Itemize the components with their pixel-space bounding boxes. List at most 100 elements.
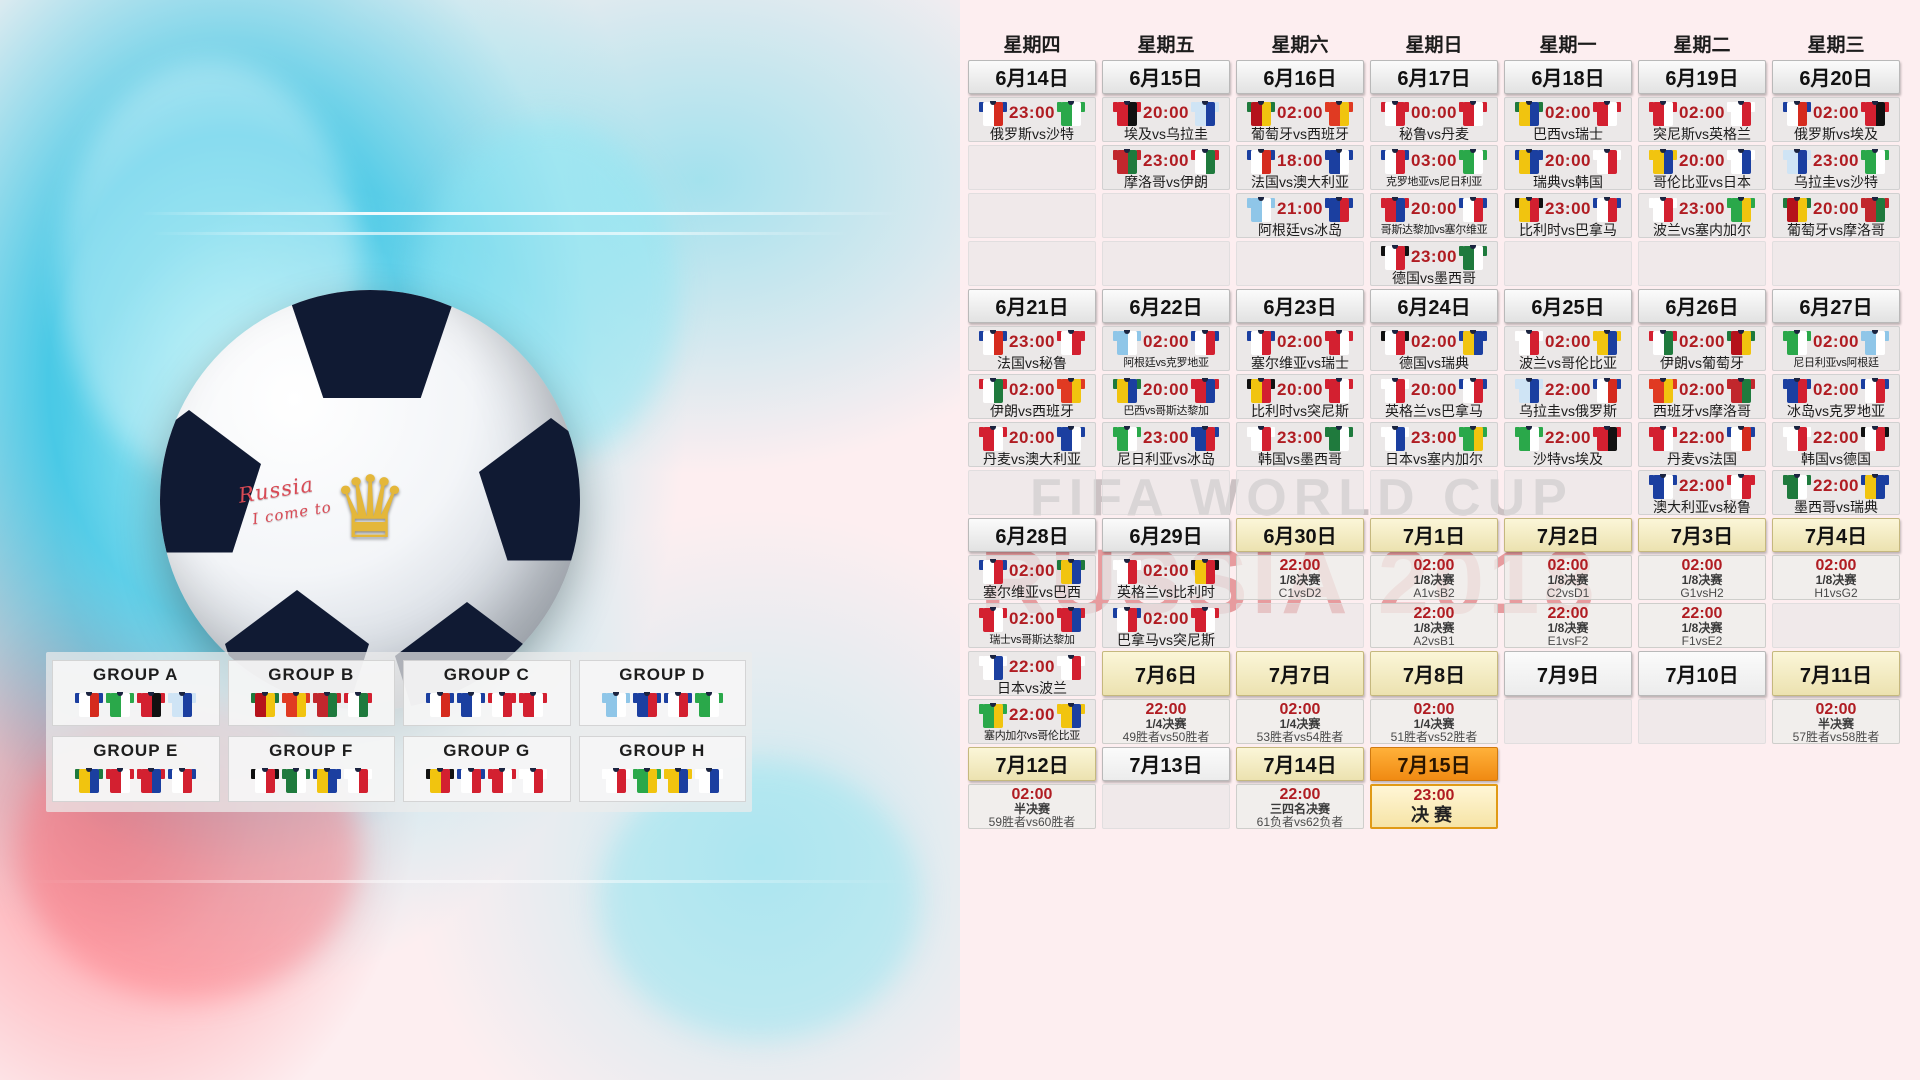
match-cell[interactable]: 18:00 法国vs澳大利亚 bbox=[1236, 145, 1364, 190]
group-box-group-d[interactable]: GROUP D bbox=[578, 660, 746, 726]
date-header[interactable]: 6月19日 bbox=[1638, 60, 1766, 94]
match-cell[interactable]: 23:00 摩洛哥vs伊朗 bbox=[1102, 145, 1230, 190]
date-header[interactable]: 6月22日 bbox=[1102, 289, 1230, 323]
match-cell[interactable]: 02:00 瑞士vs哥斯达黎加 bbox=[968, 603, 1096, 648]
date-header[interactable]: 6月15日 bbox=[1102, 60, 1230, 94]
match-cell[interactable]: 22:00 墨西哥vs瑞典 bbox=[1772, 470, 1900, 515]
date-header[interactable]: 7月15日 bbox=[1370, 747, 1498, 781]
match-cell[interactable]: 20:00 哥斯达黎加vs塞尔维亚 bbox=[1370, 193, 1498, 238]
match-cell[interactable]: 03:00 克罗地亚vs尼日利亚 bbox=[1370, 145, 1498, 190]
match-cell[interactable]: 22:00 日本vs波兰 bbox=[968, 651, 1096, 696]
date-header[interactable]: 6月27日 bbox=[1772, 289, 1900, 323]
date-header[interactable]: 7月9日 bbox=[1504, 651, 1632, 696]
date-header[interactable]: 7月13日 bbox=[1102, 747, 1230, 781]
match-cell[interactable]: 02:00 巴拿马vs突尼斯 bbox=[1102, 603, 1230, 648]
group-box-group-e[interactable]: GROUP E bbox=[52, 736, 220, 802]
date-header[interactable]: 6月30日 bbox=[1236, 518, 1364, 552]
match-cell[interactable]: 22:00 丹麦vs法国 bbox=[1638, 422, 1766, 467]
knockout-match-cell[interactable]: 22:00 1/4决赛 49胜者vs50胜者 bbox=[1102, 699, 1230, 744]
knockout-match-cell[interactable]: 02:00 1/8决赛 A1vsB2 bbox=[1370, 555, 1498, 600]
knockout-match-cell[interactable]: 02:00 1/4决赛 51胜者vs52胜者 bbox=[1370, 699, 1498, 744]
match-cell[interactable]: 02:00 葡萄牙vs西班牙 bbox=[1236, 97, 1364, 142]
date-header[interactable]: 6月20日 bbox=[1772, 60, 1900, 94]
match-cell[interactable]: 02:00 突尼斯vs英格兰 bbox=[1638, 97, 1766, 142]
match-cell[interactable]: 02:00 俄罗斯vs埃及 bbox=[1772, 97, 1900, 142]
date-header[interactable]: 6月24日 bbox=[1370, 289, 1498, 323]
match-cell[interactable]: 02:00 伊朗vs葡萄牙 bbox=[1638, 326, 1766, 371]
group-box-group-h[interactable]: GROUP H bbox=[578, 736, 746, 802]
match-cell[interactable]: 23:00 乌拉圭vs沙特 bbox=[1772, 145, 1900, 190]
knockout-match-cell[interactable]: 22:00 三四名决赛 61负者vs62负者 bbox=[1236, 784, 1364, 829]
date-header[interactable]: 6月25日 bbox=[1504, 289, 1632, 323]
match-cell[interactable]: 02:00 英格兰vs比利时 bbox=[1102, 555, 1230, 600]
match-cell[interactable]: 20:00 哥伦比亚vs日本 bbox=[1638, 145, 1766, 190]
date-header[interactable]: 7月3日 bbox=[1638, 518, 1766, 552]
group-box-group-b[interactable]: GROUP B bbox=[227, 660, 395, 726]
date-header[interactable]: 6月29日 bbox=[1102, 518, 1230, 552]
date-header[interactable]: 7月2日 bbox=[1504, 518, 1632, 552]
match-cell[interactable]: 02:00 塞尔维亚vs瑞士 bbox=[1236, 326, 1364, 371]
knockout-match-cell[interactable]: 02:00 1/8决赛 H1vsG2 bbox=[1772, 555, 1900, 600]
date-header[interactable]: 7月14日 bbox=[1236, 747, 1364, 781]
knockout-match-cell[interactable]: 02:00 1/4决赛 53胜者vs54胜者 bbox=[1236, 699, 1364, 744]
match-cell[interactable]: 20:00 巴西vs哥斯达黎加 bbox=[1102, 374, 1230, 419]
match-cell[interactable]: 23:00 韩国vs墨西哥 bbox=[1236, 422, 1364, 467]
match-cell[interactable]: 23:00 日本vs塞内加尔 bbox=[1370, 422, 1498, 467]
match-cell[interactable]: 23:00 法国vs秘鲁 bbox=[968, 326, 1096, 371]
date-header[interactable]: 6月16日 bbox=[1236, 60, 1364, 94]
match-cell[interactable]: 02:00 波兰vs哥伦比亚 bbox=[1504, 326, 1632, 371]
match-cell[interactable]: 02:00 冰岛vs克罗地亚 bbox=[1772, 374, 1900, 419]
date-header[interactable]: 6月23日 bbox=[1236, 289, 1364, 323]
match-cell[interactable]: 20:00 瑞典vs韩国 bbox=[1504, 145, 1632, 190]
match-cell[interactable]: 23:00 俄罗斯vs沙特 bbox=[968, 97, 1096, 142]
group-box-group-a[interactable]: GROUP A bbox=[52, 660, 220, 726]
knockout-match-cell[interactable]: 22:00 1/8决赛 A2vsB1 bbox=[1370, 603, 1498, 648]
final-match-cell[interactable]: 23:00 决赛 bbox=[1370, 784, 1498, 829]
date-header[interactable]: 7月6日 bbox=[1102, 651, 1230, 696]
date-header[interactable]: 7月7日 bbox=[1236, 651, 1364, 696]
match-cell[interactable]: 23:00 波兰vs塞内加尔 bbox=[1638, 193, 1766, 238]
match-cell[interactable]: 02:00 尼日利亚vs阿根廷 bbox=[1772, 326, 1900, 371]
match-cell[interactable]: 23:00 尼日利亚vs冰岛 bbox=[1102, 422, 1230, 467]
match-cell[interactable]: 20:00 比利时vs突尼斯 bbox=[1236, 374, 1364, 419]
knockout-match-cell[interactable]: 02:00 半决赛 59胜者vs60胜者 bbox=[968, 784, 1096, 829]
match-cell[interactable]: 20:00 埃及vs乌拉圭 bbox=[1102, 97, 1230, 142]
match-cell[interactable]: 23:00 德国vs墨西哥 bbox=[1370, 241, 1498, 286]
knockout-match-cell[interactable]: 22:00 1/8决赛 E1vsF2 bbox=[1504, 603, 1632, 648]
date-header[interactable]: 7月11日 bbox=[1772, 651, 1900, 696]
date-header[interactable]: 7月10日 bbox=[1638, 651, 1766, 696]
date-header[interactable]: 7月8日 bbox=[1370, 651, 1498, 696]
match-cell[interactable]: 23:00 比利时vs巴拿马 bbox=[1504, 193, 1632, 238]
group-box-group-f[interactable]: GROUP F bbox=[227, 736, 395, 802]
match-cell[interactable]: 22:00 塞内加尔vs哥伦比亚 bbox=[968, 699, 1096, 744]
match-cell[interactable]: 20:00 葡萄牙vs摩洛哥 bbox=[1772, 193, 1900, 238]
match-cell[interactable]: 02:00 西班牙vs摩洛哥 bbox=[1638, 374, 1766, 419]
date-header[interactable]: 7月12日 bbox=[968, 747, 1096, 781]
group-box-group-c[interactable]: GROUP C bbox=[403, 660, 571, 726]
match-cell[interactable]: 20:00 英格兰vs巴拿马 bbox=[1370, 374, 1498, 419]
group-box-group-g[interactable]: GROUP G bbox=[403, 736, 571, 802]
date-header[interactable]: 6月14日 bbox=[968, 60, 1096, 94]
date-header[interactable]: 6月17日 bbox=[1370, 60, 1498, 94]
knockout-match-cell[interactable]: 02:00 半决赛 57胜者vs58胜者 bbox=[1772, 699, 1900, 744]
match-cell[interactable]: 02:00 伊朗vs西班牙 bbox=[968, 374, 1096, 419]
match-cell[interactable]: 22:00 澳大利亚vs秘鲁 bbox=[1638, 470, 1766, 515]
match-cell[interactable]: 02:00 德国vs瑞典 bbox=[1370, 326, 1498, 371]
match-cell[interactable]: 22:00 沙特vs埃及 bbox=[1504, 422, 1632, 467]
knockout-match-cell[interactable]: 02:00 1/8决赛 G1vsH2 bbox=[1638, 555, 1766, 600]
match-cell[interactable]: 02:00 巴西vs瑞士 bbox=[1504, 97, 1632, 142]
knockout-match-cell[interactable]: 02:00 1/8决赛 C2vsD1 bbox=[1504, 555, 1632, 600]
match-cell[interactable]: 02:00 阿根廷vs克罗地亚 bbox=[1102, 326, 1230, 371]
match-cell[interactable]: 02:00 塞尔维亚vs巴西 bbox=[968, 555, 1096, 600]
date-header[interactable]: 6月21日 bbox=[968, 289, 1096, 323]
date-header[interactable]: 7月1日 bbox=[1370, 518, 1498, 552]
match-cell[interactable]: 22:00 乌拉圭vs俄罗斯 bbox=[1504, 374, 1632, 419]
date-header[interactable]: 6月26日 bbox=[1638, 289, 1766, 323]
match-cell[interactable]: 21:00 阿根廷vs冰岛 bbox=[1236, 193, 1364, 238]
match-cell[interactable]: 00:00 秘鲁vs丹麦 bbox=[1370, 97, 1498, 142]
date-header[interactable]: 6月28日 bbox=[968, 518, 1096, 552]
date-header[interactable]: 6月18日 bbox=[1504, 60, 1632, 94]
match-cell[interactable]: 20:00 丹麦vs澳大利亚 bbox=[968, 422, 1096, 467]
date-header[interactable]: 7月4日 bbox=[1772, 518, 1900, 552]
match-cell[interactable]: 22:00 韩国vs德国 bbox=[1772, 422, 1900, 467]
